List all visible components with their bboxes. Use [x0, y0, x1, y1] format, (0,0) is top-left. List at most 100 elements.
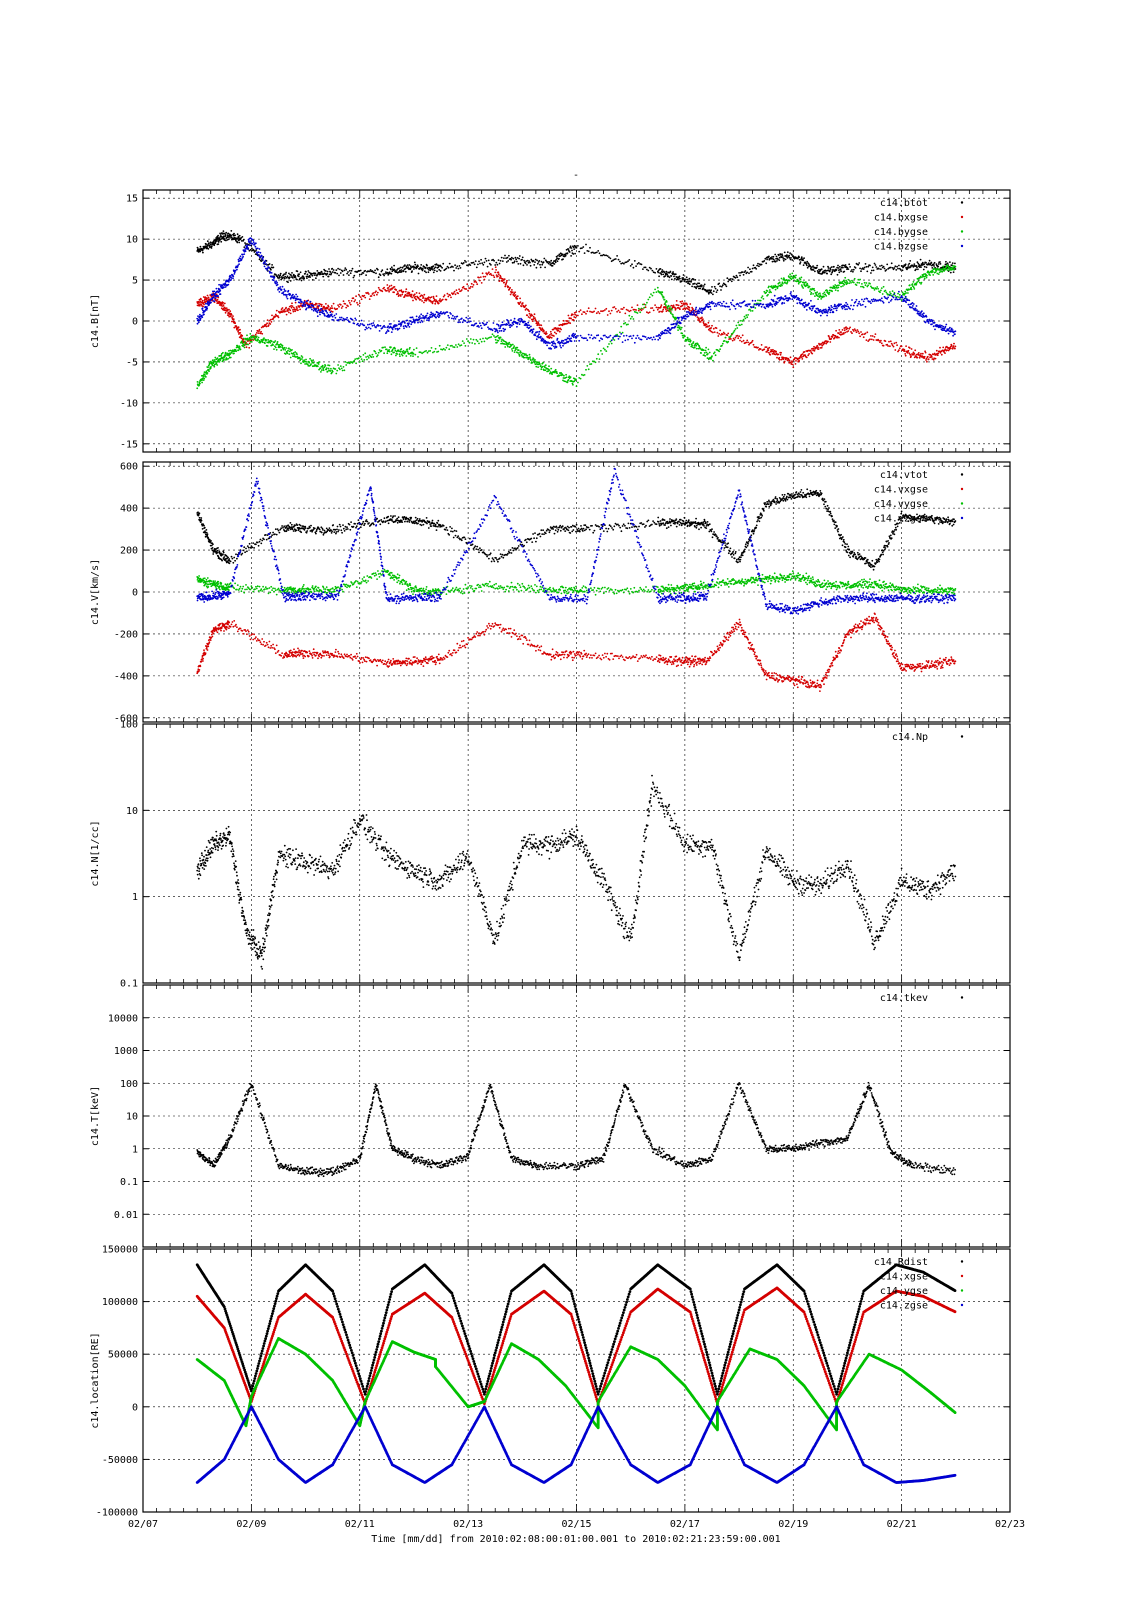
- data-point: [923, 265, 926, 268]
- data-point: [707, 292, 710, 295]
- data-point: [772, 348, 774, 351]
- data-point: [619, 331, 621, 334]
- data-point: [352, 276, 355, 279]
- data-point: [467, 264, 469, 267]
- data-point: [499, 275, 502, 278]
- data-point: [859, 267, 861, 270]
- data-point: [705, 351, 708, 354]
- data-point: [292, 277, 294, 279]
- data-point: [269, 323, 272, 325]
- data-point: [758, 265, 760, 268]
- data-point: [459, 267, 462, 269]
- data-point: [889, 345, 891, 348]
- data-point: [536, 259, 538, 262]
- data-point: [340, 316, 343, 319]
- data-point: [306, 361, 308, 363]
- data-point: [898, 264, 900, 267]
- data-point: [367, 355, 369, 358]
- data-point: [495, 274, 498, 276]
- data-point: [789, 258, 792, 261]
- data-point: [786, 254, 788, 257]
- data-point: [899, 268, 902, 271]
- data-point: [446, 265, 449, 268]
- data-point: [521, 302, 524, 304]
- data-point: [296, 307, 298, 309]
- data-point: [589, 310, 591, 313]
- data-point: [240, 237, 243, 239]
- data-point: [854, 267, 857, 269]
- data-point: [497, 334, 499, 337]
- data-point: [894, 349, 897, 351]
- data-point: [695, 344, 698, 347]
- data-point: [836, 273, 839, 276]
- data-point: [281, 277, 284, 279]
- data-point: [561, 324, 564, 327]
- data-point: [500, 329, 503, 332]
- data-point: [425, 299, 428, 301]
- data-point: [911, 283, 914, 285]
- data-point: [419, 317, 422, 319]
- data-point: [799, 278, 802, 281]
- data-point: [562, 339, 565, 342]
- data-point: [897, 267, 899, 270]
- data-point: [277, 274, 280, 276]
- data-point: [297, 275, 300, 278]
- data-point: [535, 266, 538, 269]
- data-point: [714, 354, 717, 357]
- data-point: [486, 321, 488, 324]
- data-point: [383, 352, 385, 355]
- data-point: [896, 265, 898, 268]
- data-point: [246, 244, 249, 247]
- data-point: [539, 324, 541, 326]
- data-point: [597, 311, 600, 313]
- data-point: [794, 363, 797, 365]
- data-point: [809, 290, 811, 292]
- data-point: [219, 289, 222, 292]
- data-point: [720, 289, 722, 291]
- data-point: [640, 307, 643, 310]
- data-point: [223, 302, 226, 305]
- data-point: [927, 270, 930, 273]
- data-point: [870, 285, 872, 288]
- data-point: [713, 351, 716, 354]
- data-point: [424, 297, 427, 300]
- data-point: [393, 286, 396, 288]
- data-point: [553, 331, 556, 334]
- data-point: [287, 349, 289, 352]
- data-point: [954, 345, 957, 348]
- data-point: [712, 290, 715, 293]
- data-point: [693, 282, 696, 285]
- data-point: [767, 349, 770, 352]
- data-point: [225, 354, 227, 357]
- data-point: [328, 273, 331, 276]
- data-point: [681, 334, 684, 337]
- data-point: [781, 254, 784, 257]
- data-point: [282, 291, 285, 293]
- data-point: [702, 285, 705, 287]
- data-point: [530, 359, 532, 362]
- data-point: [542, 261, 545, 264]
- data-point: [430, 311, 432, 314]
- data-point: [301, 358, 303, 360]
- data-point: [219, 234, 222, 236]
- data-point: [258, 330, 260, 332]
- data-point: [398, 320, 400, 323]
- data-point: [511, 291, 514, 293]
- data-point: [472, 338, 475, 341]
- data-point: [196, 322, 199, 325]
- data-point: [762, 298, 765, 300]
- data-point: [812, 293, 814, 295]
- data-point: [566, 381, 569, 384]
- data-point: [910, 286, 912, 289]
- data-point: [590, 363, 593, 365]
- data-point: [275, 348, 278, 351]
- data-point: [524, 309, 527, 311]
- data-point: [203, 301, 206, 304]
- data-point: [685, 276, 688, 279]
- data-point: [316, 315, 319, 318]
- data-point: [354, 317, 357, 320]
- data-point: [679, 300, 682, 303]
- data-point: [328, 364, 331, 367]
- data-point: [478, 276, 480, 279]
- data-point: [905, 292, 907, 294]
